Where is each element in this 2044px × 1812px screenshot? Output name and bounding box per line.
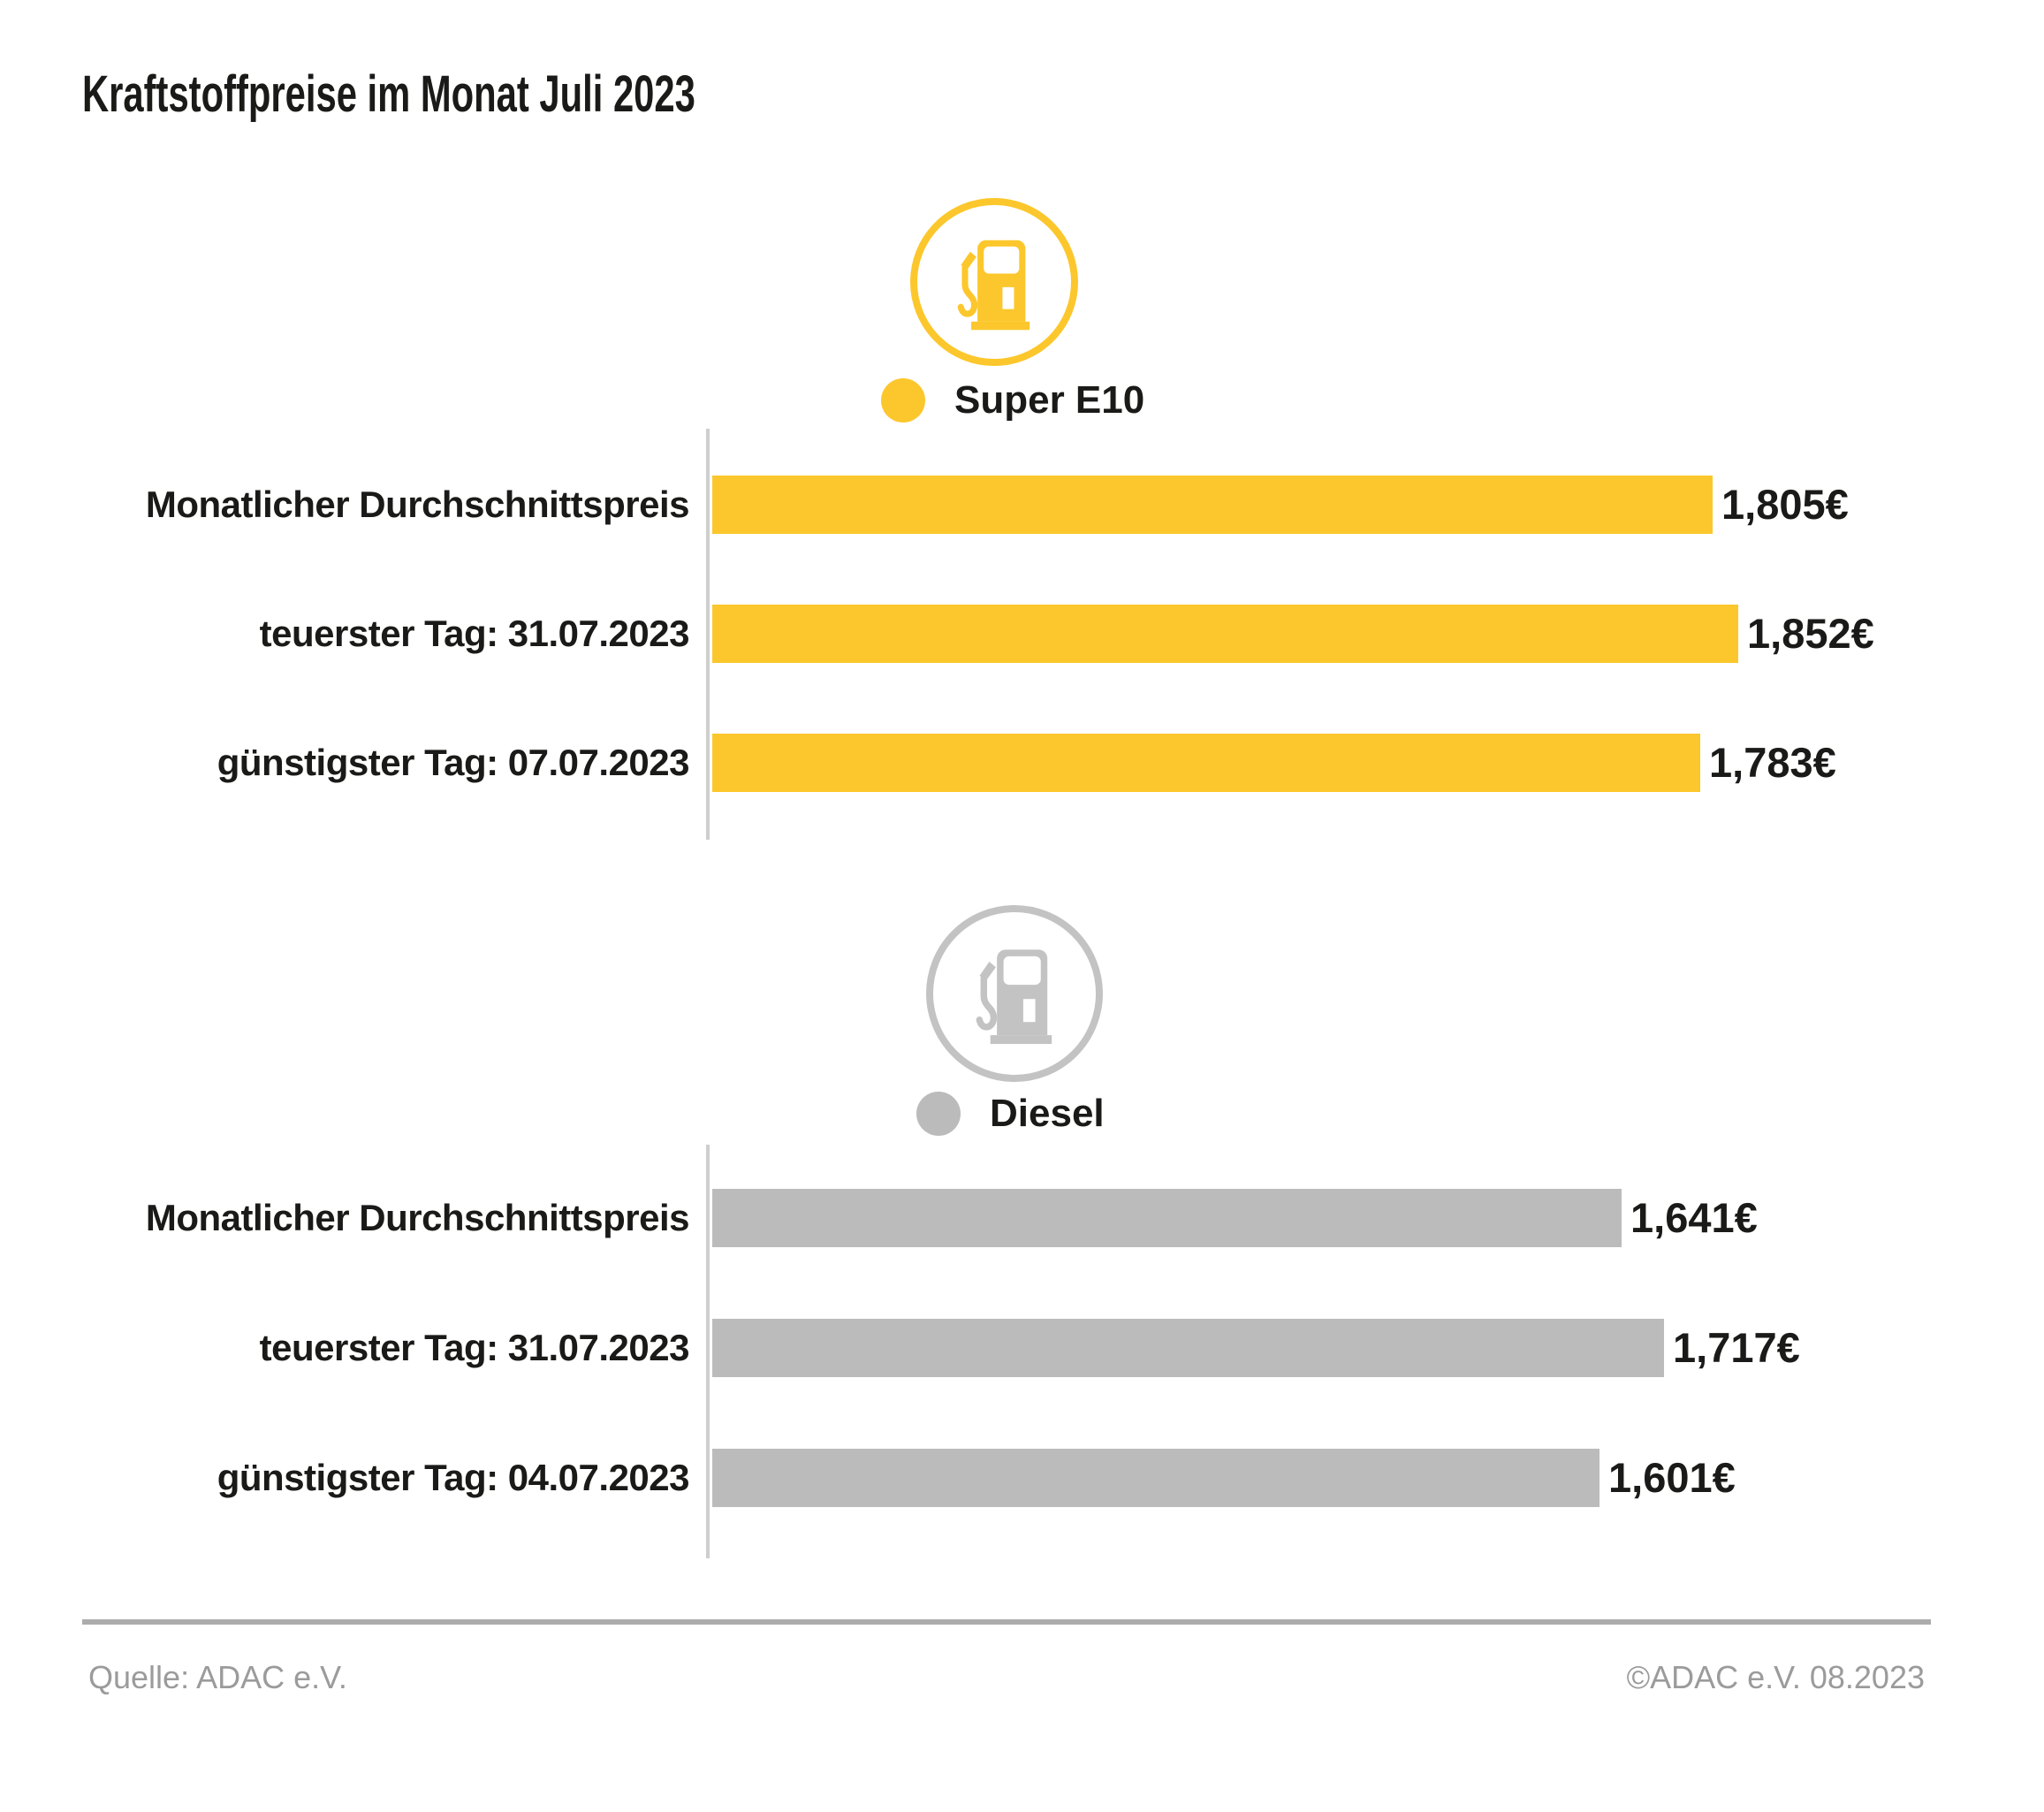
value-label: 1,641€ bbox=[1630, 1194, 1758, 1241]
value-label: 1,805€ bbox=[1721, 481, 1849, 528]
bar-diesel-avg bbox=[712, 1189, 1622, 1247]
value-label: 1,783€ bbox=[1709, 739, 1836, 786]
fuel-pump-glyph bbox=[957, 240, 1030, 331]
value-label: 1,601€ bbox=[1608, 1454, 1736, 1501]
category-label: günstigster Tag: 04.07.2023 bbox=[217, 1457, 690, 1498]
fuel-pump-icon-super-e10 bbox=[910, 198, 1078, 366]
legend-label-diesel: Diesel bbox=[990, 1092, 1105, 1135]
bar-diesel-max bbox=[712, 1319, 1664, 1377]
bar-row-max-diesel: teuerster Tag: 31.07.2023 1,717€ bbox=[0, 1319, 2044, 1377]
bar-super-e10-avg bbox=[712, 476, 1713, 534]
bar-row-avg-super-e10: Monatlicher Durchschnittspreis 1,805€ bbox=[0, 476, 2044, 534]
bar-row-avg-diesel: Monatlicher Durchschnittspreis 1,641€ bbox=[0, 1189, 2044, 1247]
value-label: 1,717€ bbox=[1673, 1324, 1800, 1371]
category-label: Monatlicher Durchschnittspreis bbox=[145, 1197, 690, 1238]
bar-super-e10-min bbox=[712, 734, 1700, 792]
category-label: teuerster Tag: 31.07.2023 bbox=[259, 613, 690, 654]
category-label: günstigster Tag: 07.07.2023 bbox=[217, 742, 690, 783]
fuel-pump-icon-diesel bbox=[926, 905, 1103, 1082]
category-label: Monatlicher Durchschnittspreis bbox=[145, 483, 690, 525]
fuel-pump-glyph bbox=[976, 949, 1052, 1045]
value-label: 1,852€ bbox=[1747, 610, 1874, 657]
page-title: Kraftstoffpreise im Monat Juli 2023 bbox=[82, 65, 695, 123]
bar-diesel-min bbox=[712, 1449, 1599, 1507]
axis-baseline-diesel bbox=[706, 1145, 710, 1558]
bar-row-min-super-e10: günstigster Tag: 07.07.2023 1,783€ bbox=[0, 734, 2044, 792]
bar-super-e10-max bbox=[712, 605, 1738, 663]
legend-dot-diesel bbox=[916, 1092, 961, 1136]
copyright-note: ©ADAC e.V. 08.2023 bbox=[1626, 1659, 1925, 1695]
legend-dot-super-e10 bbox=[881, 378, 925, 423]
source-note: Quelle: ADAC e.V. bbox=[88, 1659, 347, 1695]
bar-row-min-diesel: günstigster Tag: 04.07.2023 1,601€ bbox=[0, 1449, 2044, 1507]
category-label: teuerster Tag: 31.07.2023 bbox=[259, 1327, 690, 1368]
axis-baseline-super-e10 bbox=[706, 429, 710, 840]
bar-row-max-super-e10: teuerster Tag: 31.07.2023 1,852€ bbox=[0, 605, 2044, 663]
legend-label-super-e10: Super E10 bbox=[954, 378, 1145, 422]
footer-divider bbox=[82, 1619, 1931, 1625]
